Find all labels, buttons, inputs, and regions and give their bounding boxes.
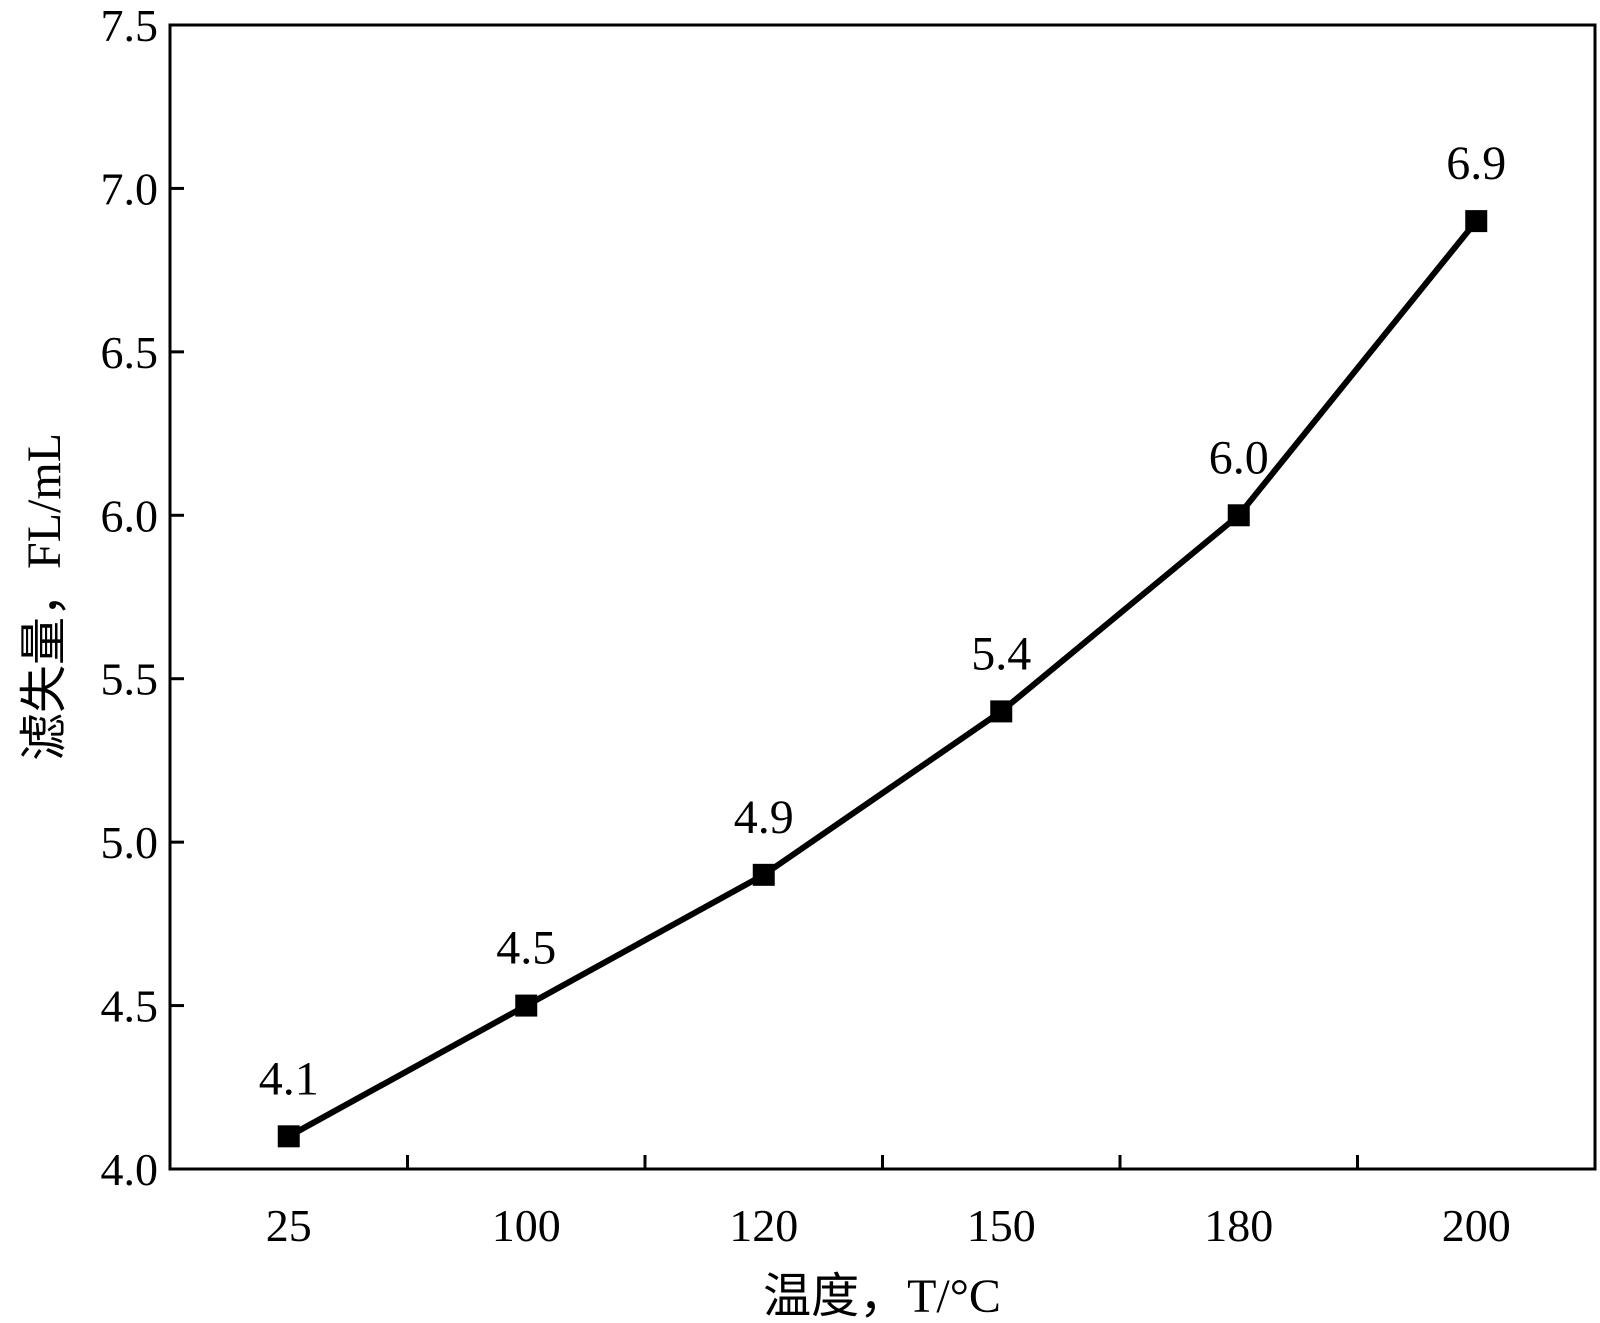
x-tick-labels: 25 100 120 150 180 200 <box>266 1200 1511 1251</box>
x-tick-label: 180 <box>1204 1200 1273 1251</box>
data-point <box>752 863 775 886</box>
x-tick-label: 150 <box>967 1200 1036 1251</box>
x-tick-label: 25 <box>266 1200 312 1251</box>
data-label: 6.9 <box>1446 137 1506 190</box>
x-tick-label: 120 <box>729 1200 798 1251</box>
data-point <box>1465 210 1488 233</box>
data-point <box>1227 504 1250 527</box>
series-markers <box>277 210 1488 1148</box>
data-point <box>515 994 538 1017</box>
y-tick-label: 6.5 <box>101 327 159 378</box>
y-tick-label: 4.0 <box>101 1144 159 1195</box>
data-point <box>277 1125 300 1148</box>
y-axis-title: 滤失量，FL/mL <box>18 433 71 761</box>
data-label: 4.1 <box>259 1052 319 1105</box>
x-tick-label: 200 <box>1442 1200 1511 1251</box>
y-tick-label: 7.0 <box>101 163 159 214</box>
data-label: 4.9 <box>734 791 794 844</box>
x-tick-label: 100 <box>492 1200 561 1251</box>
data-label: 6.0 <box>1209 431 1269 484</box>
y-tick-label: 7.5 <box>101 0 159 51</box>
data-label: 4.5 <box>496 922 556 975</box>
y-tick-labels: 4.0 4.5 5.0 5.5 6.0 6.5 7.0 7.5 <box>101 0 159 1195</box>
plot-frame <box>168 23 1597 1171</box>
y-axis-ticks <box>170 23 184 1171</box>
x-axis-title: 温度，T/°C <box>763 1270 1001 1323</box>
series-line <box>287 219 1479 1139</box>
y-tick-label: 4.5 <box>101 981 159 1032</box>
y-tick-label: 5.5 <box>101 654 159 705</box>
data-label: 5.4 <box>971 627 1031 680</box>
data-labels: 4.1 4.5 4.9 5.4 6.0 6.9 <box>259 137 1507 1105</box>
data-point <box>990 700 1013 723</box>
y-tick-label: 6.0 <box>101 490 159 541</box>
x-axis-ticks <box>406 1155 1359 1169</box>
y-tick-label: 5.0 <box>101 817 159 868</box>
